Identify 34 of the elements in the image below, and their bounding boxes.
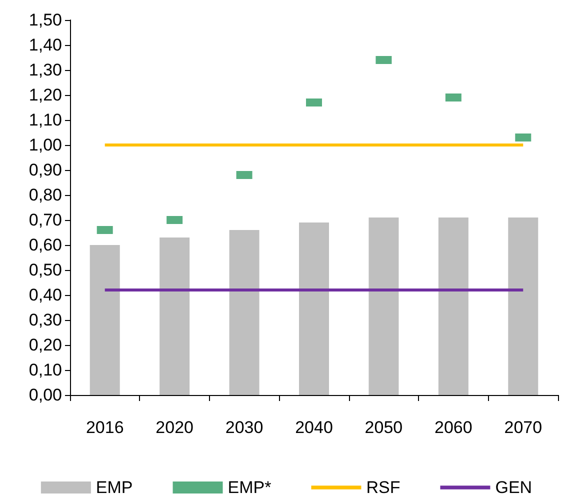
legend-label: GEN [495, 478, 532, 497]
y-tick-label: 0,20 [28, 336, 62, 354]
x-tick-label: 2020 [156, 418, 194, 437]
legend-label: EMP [96, 478, 133, 497]
y-tick-label: 0,70 [28, 210, 62, 230]
bar [438, 218, 468, 395]
y-tick-label: 0,90 [28, 160, 62, 180]
y-tick-label: 0,40 [28, 286, 62, 304]
y-tick-label: 1,10 [28, 110, 62, 130]
y-tick-label: 1,30 [28, 60, 62, 80]
y-tick-label: 1,40 [28, 36, 62, 54]
y-tick-label: 0,50 [28, 260, 62, 280]
x-tick-label: 2040 [295, 418, 333, 437]
x-tick-label: 2016 [86, 418, 124, 437]
y-tick-label: 1,20 [28, 86, 62, 104]
bar [508, 218, 538, 395]
y-tick-label: 1,50 [28, 10, 62, 30]
y-tick-label: 0,10 [28, 360, 62, 380]
y-tick-label: 1,00 [28, 136, 62, 154]
y-tick-label: 0,00 [28, 386, 62, 404]
y-tick-label: 0,60 [28, 236, 62, 254]
bar [299, 222, 329, 395]
bar [160, 238, 190, 395]
x-tick-label: 2060 [434, 418, 472, 437]
x-tick-label: 2070 [504, 418, 542, 437]
bar [90, 245, 120, 395]
bar [229, 230, 260, 395]
legend-label: RSF [366, 478, 400, 497]
x-tick-label: 2050 [364, 418, 403, 437]
y-tick-label: 0,30 [28, 310, 62, 330]
y-tick-label: 0,80 [28, 186, 62, 204]
bar [368, 218, 399, 395]
x-tick-label: 2030 [225, 418, 264, 437]
legend-label: EMP* [228, 478, 272, 497]
